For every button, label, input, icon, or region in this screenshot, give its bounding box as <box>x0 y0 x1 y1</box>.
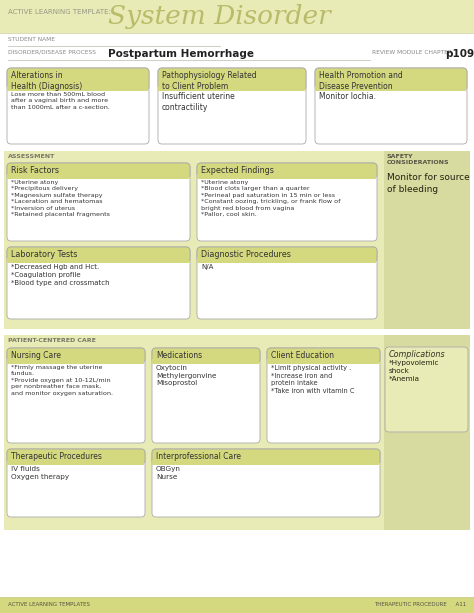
Bar <box>384 151 470 329</box>
Text: N/A: N/A <box>201 264 213 270</box>
FancyBboxPatch shape <box>152 449 380 464</box>
Text: SAFETY
CONSIDERATIONS: SAFETY CONSIDERATIONS <box>387 154 450 165</box>
Text: Medications: Medications <box>156 351 202 360</box>
Text: *Firmly massage the uterine
fundus.
*Provide oxygen at 10-12L/min
per nonbreathe: *Firmly massage the uterine fundus. *Pro… <box>11 365 113 395</box>
Bar <box>0 0 474 33</box>
Text: *Uterine atony
*Blood clots larger than a quarter
*Perineal pad saturation in 15: *Uterine atony *Blood clots larger than … <box>201 180 340 217</box>
Text: THERAPEUTIC PROCEDURE     A11: THERAPEUTIC PROCEDURE A11 <box>374 602 466 607</box>
FancyBboxPatch shape <box>197 163 377 178</box>
FancyBboxPatch shape <box>267 348 380 363</box>
FancyBboxPatch shape <box>158 68 306 90</box>
Text: PATIENT-CENTERED CARE: PATIENT-CENTERED CARE <box>8 338 96 343</box>
Text: Risk Factors: Risk Factors <box>11 166 59 175</box>
Bar <box>8 359 145 364</box>
Text: Nursing Care: Nursing Care <box>11 351 61 360</box>
FancyBboxPatch shape <box>315 68 467 90</box>
Text: ASSESSMENT: ASSESSMENT <box>8 154 55 159</box>
Bar <box>8 86 148 91</box>
Text: *Uterine atony
*Precipitous delivery
*Magnesium sulfate therapy
*Laceration and : *Uterine atony *Precipitous delivery *Ma… <box>11 180 110 217</box>
Text: System Disorder: System Disorder <box>108 4 331 29</box>
Text: *Decreased Hgb and Hct.
*Coagulation profile
*Blood type and crossmatch: *Decreased Hgb and Hct. *Coagulation pro… <box>11 264 109 286</box>
FancyBboxPatch shape <box>7 247 190 319</box>
Text: Laboratory Tests: Laboratory Tests <box>11 250 77 259</box>
FancyBboxPatch shape <box>152 348 260 443</box>
Bar <box>158 86 306 91</box>
FancyBboxPatch shape <box>7 163 190 178</box>
Bar <box>8 174 190 179</box>
Bar <box>153 359 259 364</box>
FancyBboxPatch shape <box>197 247 377 262</box>
FancyBboxPatch shape <box>197 247 377 319</box>
FancyBboxPatch shape <box>315 68 467 144</box>
Bar <box>8 258 190 263</box>
Text: Lose more than 500mL blood
after a vaginal birth and more
than 1000mL after a c-: Lose more than 500mL blood after a vagin… <box>11 92 110 110</box>
FancyBboxPatch shape <box>385 347 468 432</box>
Text: p109: p109 <box>445 49 474 59</box>
Text: Complications: Complications <box>389 350 446 359</box>
Bar <box>0 597 474 613</box>
Text: Monitor lochia.: Monitor lochia. <box>319 92 376 101</box>
Bar <box>198 174 376 179</box>
FancyBboxPatch shape <box>7 348 145 363</box>
Text: Client Education: Client Education <box>271 351 334 360</box>
FancyBboxPatch shape <box>7 68 149 144</box>
Text: IV fluids
Oxygen therapy: IV fluids Oxygen therapy <box>11 466 69 480</box>
Text: Diagnostic Procedures: Diagnostic Procedures <box>201 250 291 259</box>
FancyBboxPatch shape <box>197 163 377 241</box>
FancyBboxPatch shape <box>7 348 145 443</box>
FancyBboxPatch shape <box>7 247 190 262</box>
Text: Insufficient uterine
contractility: Insufficient uterine contractility <box>162 92 235 112</box>
Bar <box>316 86 466 91</box>
Text: Monitor for source
of bleeding: Monitor for source of bleeding <box>387 173 470 194</box>
FancyBboxPatch shape <box>7 163 190 241</box>
FancyBboxPatch shape <box>152 348 260 363</box>
Text: *Limit physical activity .
*Increase iron and
protein intake
*Take iron with vit: *Limit physical activity . *Increase iro… <box>271 365 355 394</box>
Bar <box>4 151 384 329</box>
Text: ACTIVE LEARNING TEMPLATES: ACTIVE LEARNING TEMPLATES <box>8 602 90 607</box>
Bar <box>384 335 470 530</box>
FancyBboxPatch shape <box>267 348 380 443</box>
Text: REVIEW MODULE CHAPTER: REVIEW MODULE CHAPTER <box>372 50 452 55</box>
Bar <box>4 335 384 530</box>
Text: Health Promotion and
Disease Prevention: Health Promotion and Disease Prevention <box>319 71 403 91</box>
Text: Therapeutic Procedures: Therapeutic Procedures <box>11 452 102 461</box>
Text: Alterations in
Health (Diagnosis): Alterations in Health (Diagnosis) <box>11 71 82 91</box>
Text: Oxytocin
Methylergonvine
Misoprostol: Oxytocin Methylergonvine Misoprostol <box>156 365 217 387</box>
Text: Postpartum Hemorrhage: Postpartum Hemorrhage <box>108 49 254 59</box>
Text: OBGyn
Nurse: OBGyn Nurse <box>156 466 181 480</box>
Text: *Hypovolemic
shock
*Anemia: *Hypovolemic shock *Anemia <box>389 360 439 382</box>
FancyBboxPatch shape <box>7 449 145 517</box>
FancyBboxPatch shape <box>158 68 306 144</box>
Text: Pathophysiology Related
to Client Problem: Pathophysiology Related to Client Proble… <box>162 71 256 91</box>
Text: Expected Findings: Expected Findings <box>201 166 274 175</box>
Text: ACTIVE LEARNING TEMPLATE:: ACTIVE LEARNING TEMPLATE: <box>8 9 111 15</box>
Bar <box>198 258 376 263</box>
FancyBboxPatch shape <box>7 68 149 90</box>
Text: Interprofessional Care: Interprofessional Care <box>156 452 241 461</box>
Text: DISORDER/DISEASE PROCESS: DISORDER/DISEASE PROCESS <box>8 50 96 55</box>
Text: STUDENT NAME: STUDENT NAME <box>8 37 55 42</box>
Bar <box>8 460 145 465</box>
FancyBboxPatch shape <box>152 449 380 517</box>
Bar <box>153 460 380 465</box>
Bar <box>267 359 380 364</box>
FancyBboxPatch shape <box>7 449 145 464</box>
